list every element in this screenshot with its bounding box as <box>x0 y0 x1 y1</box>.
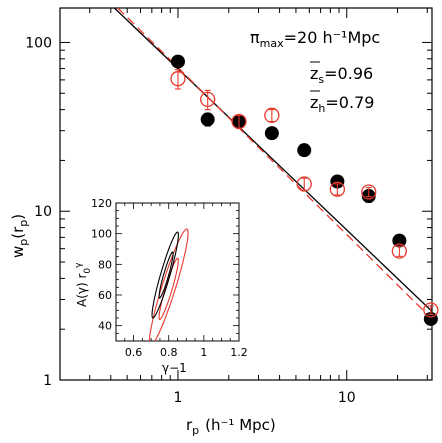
y-axis-label: wp(rp) <box>9 214 30 258</box>
contour-ellipse <box>158 251 174 299</box>
data-point-open <box>296 176 312 192</box>
y-tick-label: 1 <box>43 373 52 389</box>
data-point-filled <box>297 143 312 158</box>
inset-x-axis-label: γ−1 <box>162 361 187 375</box>
x-tick-label: 1 <box>174 390 183 406</box>
inset-frame <box>115 202 240 342</box>
inset-y-axis-label: A(γ) r0γ <box>74 262 93 307</box>
zs-symbol: z <box>310 64 318 83</box>
inset-y-tick-label: 100 <box>91 228 112 241</box>
zs-value: =0.96 <box>324 64 373 83</box>
inset-contour-plot: 0.6 0.8 1 1.2 40 60 80 100 120 γ−1 A(γ) r0γ <box>74 197 248 375</box>
data-point-open <box>329 181 346 197</box>
data-point-open <box>361 184 377 200</box>
data-point-open <box>231 113 247 130</box>
main-tick-labels: 1 10 1 10 100 <box>25 35 355 406</box>
inset-x-tick-label: 0.6 <box>125 346 143 359</box>
data-point-filled <box>170 54 185 69</box>
data-point-open <box>170 71 186 87</box>
main-plot-area: 1 10 1 10 100 <box>25 7 439 406</box>
svg-text:zh=0.79: zh=0.79 <box>310 93 374 115</box>
main-data-points <box>170 54 439 326</box>
inset-y-tick-label: 40 <box>98 320 112 333</box>
main-ticks <box>59 8 432 381</box>
contour-ellipse <box>148 228 189 341</box>
inset-x-tick-label: 0.8 <box>160 346 178 359</box>
annotation-zs: zs=0.96 <box>310 61 373 86</box>
svg-text:zs=0.96: zs=0.96 <box>310 64 373 86</box>
data-point-open <box>264 107 280 123</box>
data-point-open <box>423 302 439 318</box>
pi-value: =20 h⁻¹Mpc <box>284 28 381 47</box>
zh-subscript: h <box>318 102 325 115</box>
contour-ellipse <box>158 257 179 321</box>
svg-text:πmax=20 h⁻¹Mpc: πmax=20 h⁻¹Mpc <box>250 28 380 50</box>
main-fit-lines <box>113 8 432 320</box>
x-tick-label: 10 <box>338 390 356 406</box>
data-point-filled <box>264 126 279 141</box>
inset-y-tick-label: 120 <box>91 197 112 210</box>
inset-x-tick-label: 1 <box>200 346 207 359</box>
fit-line-dashed <box>117 8 432 320</box>
data-point-filled <box>200 112 215 127</box>
data-point-filled <box>392 233 407 248</box>
annotation-pi-max: πmax=20 h⁻¹Mpc <box>250 28 380 50</box>
data-point-filled <box>330 174 345 189</box>
data-point-open <box>391 243 408 259</box>
main-plot-frame <box>59 7 433 381</box>
y-tick-label: 100 <box>25 35 52 51</box>
pi-subscript: max <box>260 37 284 50</box>
zh-symbol: z <box>310 93 318 112</box>
zh-value: =0.79 <box>325 93 374 112</box>
data-point-open <box>200 91 216 108</box>
contour-ellipse <box>151 231 179 319</box>
x-axis-label: rp (h⁻¹ Mpc) <box>186 416 276 437</box>
annotation-zh: zh=0.79 <box>310 90 374 115</box>
inset-y-tick-label: 60 <box>98 289 112 302</box>
inset-x-tick-label: 1.2 <box>230 346 248 359</box>
inset-y-tick-label: 80 <box>98 258 112 271</box>
inset-ticks <box>115 202 240 342</box>
y-tick-label: 10 <box>34 204 52 220</box>
inset-tick-labels: 0.6 0.8 1 1.2 40 60 80 100 120 <box>91 197 248 359</box>
inset-contours <box>148 228 189 341</box>
fit-line-solid <box>113 8 432 312</box>
zs-subscript: s <box>318 73 324 86</box>
pi-symbol: π <box>250 28 260 47</box>
